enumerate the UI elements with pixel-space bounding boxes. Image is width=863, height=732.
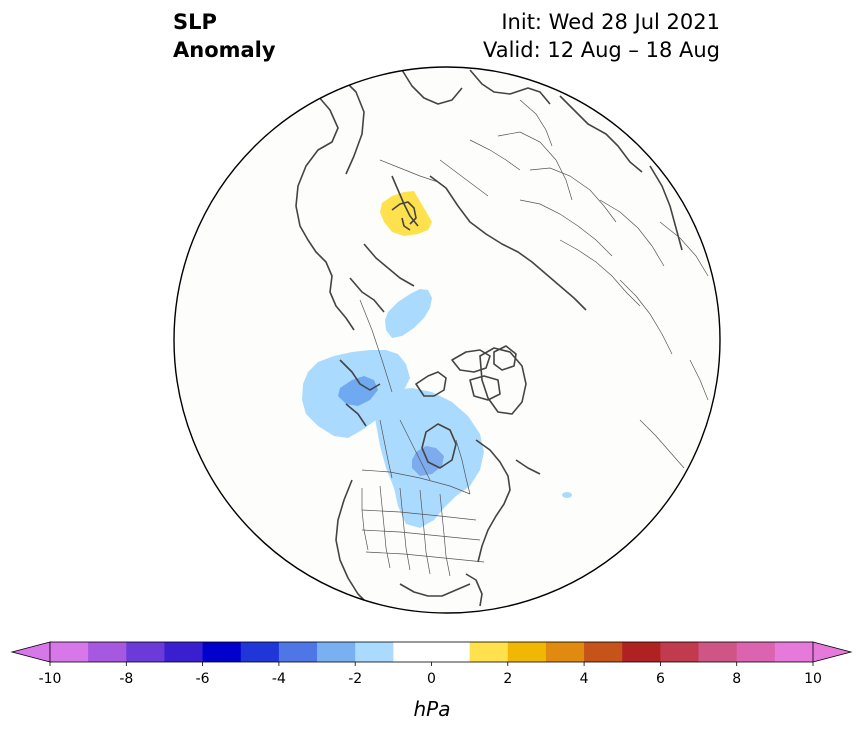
colorbar-segment — [469, 642, 509, 662]
anomaly-alaska-core — [338, 376, 378, 406]
colorbar-segment — [736, 642, 776, 662]
colorbar-tick-label: -2 — [348, 671, 362, 687]
colorbar-extend-over — [812, 641, 853, 663]
colorbar-segment — [278, 642, 318, 662]
colorbar-segment — [545, 642, 585, 662]
valid-range: Valid: 12 Aug – 18 Aug — [482, 38, 720, 62]
map-boundary — [173, 66, 721, 614]
anomaly-atlantic-spot — [562, 492, 572, 498]
map-disc — [174, 67, 720, 613]
colorbar-tick-label: 4 — [580, 671, 589, 687]
date-info: Init: Wed 28 Jul 2021 Valid: 12 Aug – 18… — [483, 8, 720, 64]
colorbar-tick-label: 0 — [427, 671, 436, 687]
colorbar-segment — [317, 642, 356, 662]
variable-subtitle: Anomaly — [173, 38, 276, 62]
colorbar-segment — [240, 642, 280, 662]
colorbar-segment — [126, 642, 165, 662]
figure-title: SLP Anomaly — [173, 8, 276, 64]
anomaly-russia-positive — [380, 191, 432, 236]
colorbar-unit-label: hPa — [414, 697, 451, 721]
colorbar-extend-under — [10, 641, 51, 663]
colorbar-segment — [164, 642, 204, 662]
colorbar-segment — [431, 642, 471, 662]
colorbar-segment — [355, 642, 394, 662]
colorbar-segment — [584, 642, 623, 662]
variable-name: SLP — [173, 10, 217, 34]
anomaly-siberia-negative — [385, 289, 432, 338]
colorbar-tick-label: -8 — [119, 671, 133, 687]
colorbar-tick-label: 8 — [732, 671, 741, 687]
colorbar-tick-label: 6 — [656, 671, 665, 687]
init-date: Init: Wed 28 Jul 2021 — [501, 10, 720, 34]
colorbar-segment — [88, 642, 127, 662]
colorbar-segment — [622, 642, 661, 662]
colorbar-tick-label: -10 — [39, 671, 62, 687]
colorbar-segment — [507, 642, 547, 662]
colorbar-tick-label: -4 — [272, 671, 286, 687]
colorbar-segment — [393, 642, 432, 662]
colorbar-tick-label: 2 — [503, 671, 512, 687]
colorbar-segment — [774, 642, 814, 662]
colorbar-segment — [698, 642, 738, 662]
political-borders — [359, 99, 709, 577]
coastlines — [295, 69, 683, 607]
colorbar-tick-label: 10 — [804, 671, 822, 687]
colorbar-segment — [50, 642, 89, 662]
map-background — [174, 67, 720, 613]
colorbar-tick-label: -6 — [196, 671, 210, 687]
colorbar-segment — [202, 642, 242, 662]
colorbar: -10 -8 -6 -4 -2 0 2 4 6 8 10 — [10, 641, 853, 687]
colorbar-segment — [660, 642, 700, 662]
